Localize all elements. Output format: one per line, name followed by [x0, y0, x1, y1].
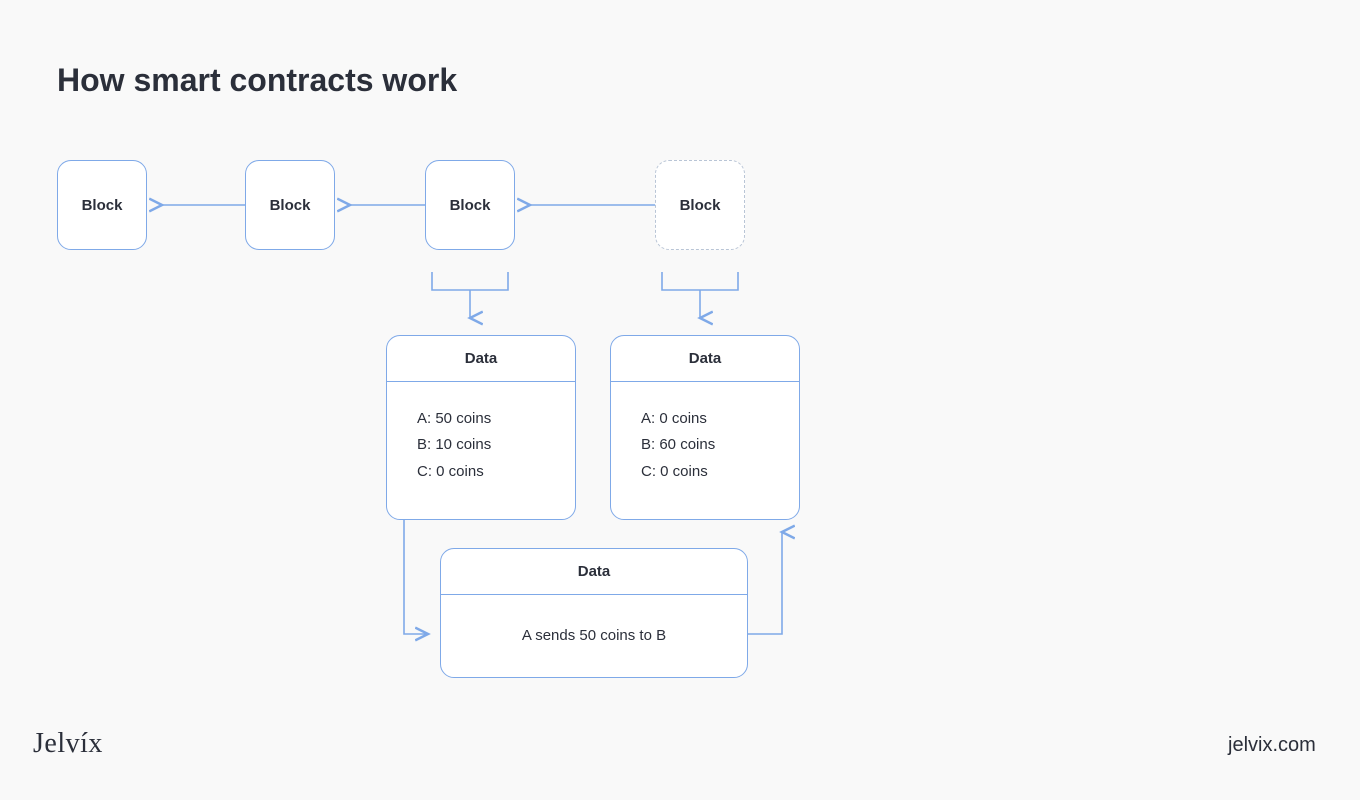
- data-header: Data: [441, 549, 747, 595]
- data-row: B: 60 coins: [641, 432, 769, 458]
- block-label: Block: [450, 197, 491, 214]
- data-row: A: 50 coins: [417, 406, 545, 432]
- data-header: Data: [387, 336, 575, 382]
- diagram-canvas: How smart contracts work Block Block Blo…: [0, 0, 1360, 800]
- transaction-content: A sends 50 coins to B: [441, 595, 747, 677]
- block-3: Block: [425, 160, 515, 250]
- block-4-dashed: Block: [655, 160, 745, 250]
- transaction-box: Data A sends 50 coins to B: [440, 548, 748, 678]
- block-1: Block: [57, 160, 147, 250]
- data-row: C: 0 coins: [641, 459, 769, 485]
- page-title: How smart contracts work: [57, 62, 457, 99]
- data-row: C: 0 coins: [417, 459, 545, 485]
- data-header: Data: [611, 336, 799, 382]
- data-body: A: 0 coins B: 60 coins C: 0 coins: [611, 382, 799, 509]
- data-box-1: Data A: 50 coins B: 10 coins C: 0 coins: [386, 335, 576, 520]
- brand-logo: Jelvíx: [33, 728, 103, 760]
- block-2: Block: [245, 160, 335, 250]
- brand-url: jelvix.com: [1228, 734, 1316, 757]
- block-label: Block: [680, 197, 721, 214]
- data-row: B: 10 coins: [417, 432, 545, 458]
- data-body: A: 50 coins B: 10 coins C: 0 coins: [387, 382, 575, 509]
- data-box-2: Data A: 0 coins B: 60 coins C: 0 coins: [610, 335, 800, 520]
- data-row: A: 0 coins: [641, 406, 769, 432]
- block-label: Block: [270, 197, 311, 214]
- block-label: Block: [82, 197, 123, 214]
